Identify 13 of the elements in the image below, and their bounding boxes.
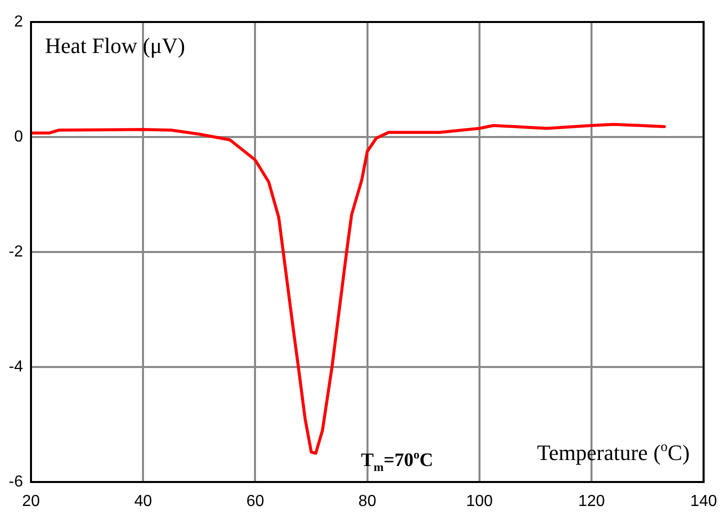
- y-tick-label: 2: [14, 13, 24, 30]
- x-tick-label: 40: [134, 493, 152, 510]
- x-tick-label: 120: [578, 493, 605, 510]
- y-tick-label: -4: [8, 358, 24, 376]
- x-tick-label: 80: [358, 493, 376, 510]
- x-tick-label: 20: [22, 493, 40, 510]
- x-tick-label: 60: [246, 493, 264, 510]
- x-tick-label: 140: [690, 493, 718, 510]
- y-axis-title: Heat Flow (μV): [45, 33, 186, 58]
- y-tick-label: -2: [8, 243, 24, 260]
- x-tick-label: 100: [466, 493, 493, 510]
- y-tick-label: 0: [14, 128, 24, 146]
- y-tick-label: -6: [8, 473, 24, 490]
